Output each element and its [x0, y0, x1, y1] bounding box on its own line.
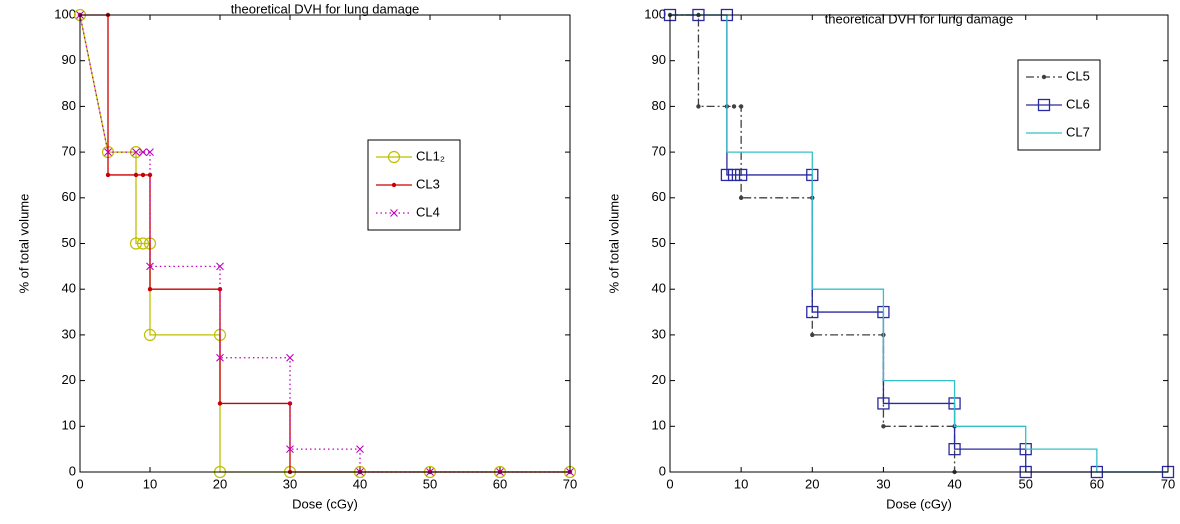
- y-tick-label: 90: [652, 52, 666, 67]
- x-tick-label: 50: [1018, 476, 1032, 491]
- y-tick-label: 0: [69, 463, 76, 478]
- legend-label: CL7: [1066, 124, 1090, 139]
- marker: [216, 353, 224, 362]
- y-tick-label: 70: [652, 144, 666, 159]
- legend-label: CL6: [1066, 96, 1090, 111]
- marker: [287, 401, 293, 406]
- x-tick-label: 70: [1161, 476, 1175, 491]
- marker: [806, 305, 819, 319]
- x-tick-label: 30: [876, 476, 890, 491]
- x-tick-label: 70: [563, 476, 577, 491]
- marker: [132, 148, 140, 156]
- y-axis-label: % of total volume: [606, 194, 621, 294]
- marker: [356, 445, 364, 454]
- marker: [217, 401, 223, 406]
- marker: [146, 148, 154, 156]
- x-tick-label: 60: [493, 476, 507, 491]
- legend-marker: [390, 209, 398, 217]
- x-tick-label: 10: [143, 476, 157, 491]
- marker: [286, 445, 294, 454]
- legend-label: CL3: [416, 176, 440, 191]
- marker: [696, 104, 701, 109]
- x-tick-label: 40: [947, 476, 961, 491]
- marker: [217, 287, 223, 292]
- chart-title: theoretical DVH for lung damage: [825, 11, 1014, 26]
- y-tick-label: 10: [62, 418, 76, 433]
- marker: [881, 424, 886, 429]
- y-tick-label: 100: [54, 6, 76, 21]
- y-axis-label: % of total volume: [16, 194, 31, 294]
- marker: [734, 168, 748, 182]
- marker: [738, 195, 744, 200]
- marker: [810, 332, 815, 338]
- marker: [286, 353, 294, 362]
- marker: [143, 328, 157, 341]
- x-tick-label: 0: [666, 476, 673, 491]
- x-axis-label: Dose (cGy): [886, 496, 952, 511]
- series: [667, 12, 957, 475]
- marker: [720, 168, 734, 182]
- y-tick-label: 0: [659, 463, 666, 478]
- legend-marker: [1041, 74, 1047, 80]
- y-tick-label: 10: [652, 418, 666, 433]
- marker: [147, 287, 153, 292]
- legend-marker: [1037, 98, 1051, 112]
- y-tick-label: 80: [62, 98, 76, 113]
- marker: [105, 172, 111, 178]
- marker: [877, 397, 890, 410]
- y-tick-label: 20: [62, 372, 76, 387]
- y-tick-label: 60: [652, 189, 666, 204]
- axes-box: [669, 14, 1169, 473]
- marker: [147, 172, 153, 178]
- axes-box: [79, 14, 571, 473]
- marker: [104, 148, 112, 156]
- marker: [129, 237, 143, 250]
- y-tick-label: 50: [62, 235, 76, 250]
- legend-label: CL4: [416, 204, 440, 219]
- marker: [139, 148, 147, 156]
- x-tick-label: 60: [1090, 476, 1104, 491]
- y-tick-label: 60: [62, 189, 76, 204]
- marker: [216, 262, 224, 271]
- y-tick-label: 30: [62, 326, 76, 341]
- x-axis-label: Dose (cGy): [292, 496, 358, 511]
- x-tick-label: 30: [283, 476, 297, 491]
- marker: [738, 104, 744, 109]
- x-tick-label: 20: [213, 476, 227, 491]
- plot-area: [80, 15, 570, 472]
- series: [670, 14, 1168, 473]
- legend-marker: [387, 150, 401, 164]
- marker: [146, 262, 154, 271]
- x-tick-label: 10: [734, 476, 748, 491]
- y-tick-label: 80: [652, 98, 666, 113]
- marker: [133, 172, 139, 178]
- marker: [727, 168, 741, 182]
- y-tick-label: 100: [644, 6, 666, 21]
- y-tick-label: 30: [652, 326, 666, 341]
- marker: [140, 172, 146, 178]
- marker: [136, 237, 150, 250]
- y-tick-label: 40: [62, 281, 76, 296]
- marker: [948, 442, 961, 456]
- y-tick-label: 90: [62, 52, 76, 67]
- legend-label: CL5: [1066, 68, 1090, 83]
- x-tick-label: 20: [805, 476, 819, 491]
- y-tick-label: 20: [652, 372, 666, 387]
- marker: [731, 104, 737, 109]
- legend-marker: [391, 182, 397, 188]
- y-tick-label: 40: [652, 281, 666, 296]
- x-tick-label: 0: [76, 476, 83, 491]
- y-tick-label: 70: [62, 144, 76, 159]
- chart-title: theoretical DVH for lung damage: [231, 1, 420, 16]
- legend-label: CL1₂: [416, 148, 445, 163]
- x-tick-label: 40: [353, 476, 367, 491]
- x-tick-label: 50: [423, 476, 437, 491]
- y-tick-label: 50: [652, 235, 666, 250]
- line: [670, 14, 1168, 473]
